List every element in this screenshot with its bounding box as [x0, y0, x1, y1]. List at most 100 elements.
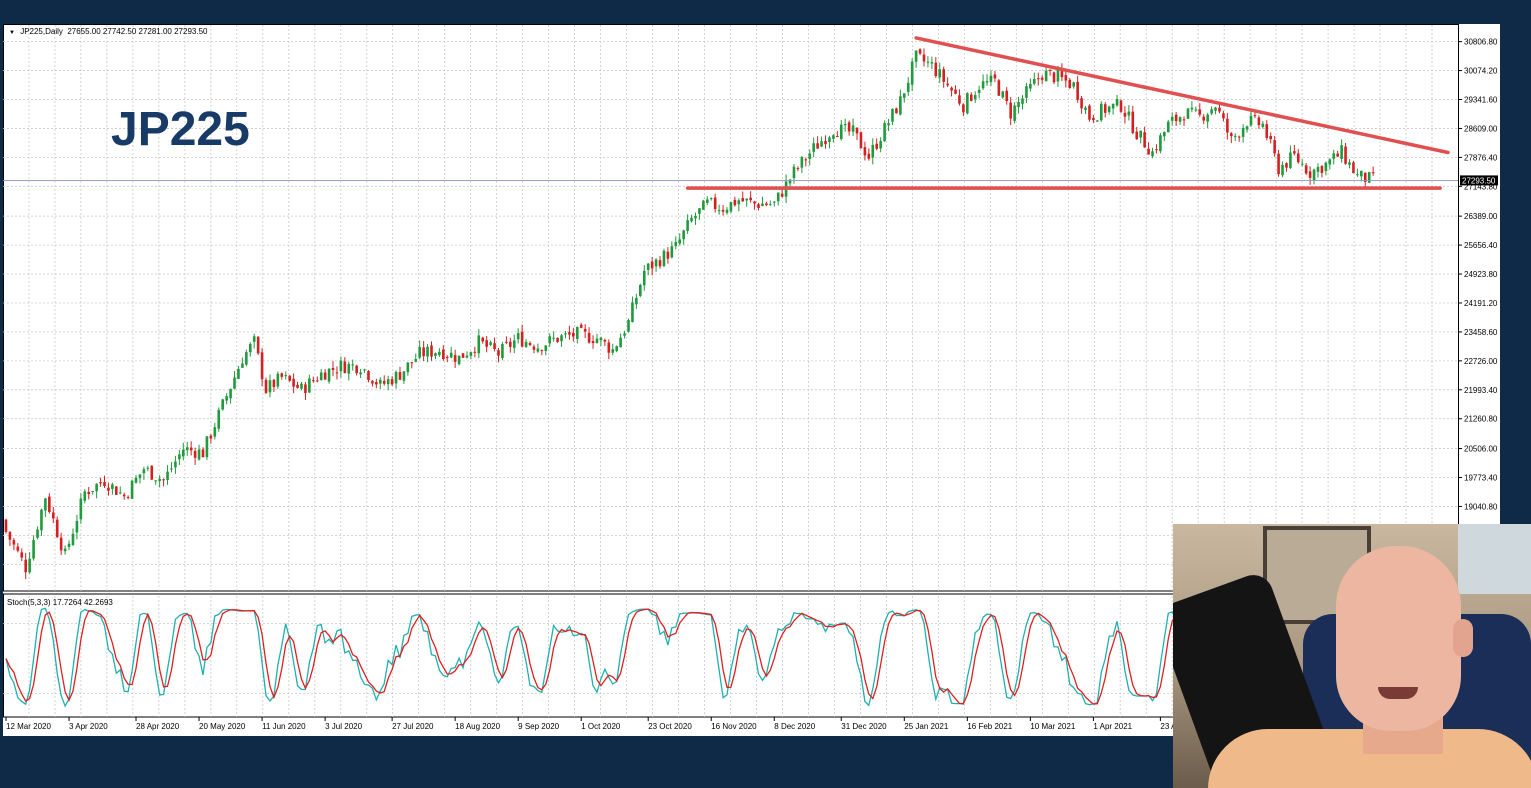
candle-body [548, 336, 552, 344]
candle-body [205, 436, 209, 458]
y-tick-label: 28609.00 [1464, 124, 1498, 133]
candle-body [1048, 69, 1052, 72]
candle-body [1151, 151, 1154, 157]
candle-body [816, 143, 819, 149]
candle-body [1222, 113, 1225, 119]
candle-body [1249, 115, 1253, 126]
candle-body [769, 204, 772, 206]
candle-body [1348, 162, 1351, 165]
candle-body [40, 509, 43, 531]
candle-body [922, 54, 926, 62]
candle-body [690, 217, 693, 222]
candle-body [189, 447, 193, 451]
webcam-mouth [1378, 687, 1418, 699]
candle-body [201, 449, 205, 458]
candle-body [1107, 106, 1111, 113]
candle-body [1166, 121, 1170, 133]
candle-body [390, 379, 394, 385]
candle-body [1159, 135, 1162, 152]
candle-body [682, 230, 685, 240]
candle-body [599, 337, 603, 341]
x-tick-label: 20 May 2020 [199, 722, 246, 731]
candle-body [918, 49, 922, 54]
x-tick-label: 25 Jan 2021 [904, 722, 949, 731]
candle-body [445, 356, 449, 358]
candle-body [327, 368, 331, 382]
candle-body [351, 364, 355, 366]
y-tick-label: 26389.00 [1464, 212, 1498, 221]
webcam-face [1336, 546, 1461, 731]
candle-body [1316, 167, 1320, 172]
candle-body [122, 494, 126, 497]
candle-body [1233, 135, 1237, 137]
candle-body [1186, 108, 1190, 119]
candle-body [138, 474, 142, 479]
candle-body [910, 61, 914, 85]
candle-body [1257, 117, 1261, 126]
candle-body [662, 250, 666, 266]
candle-body [382, 380, 386, 384]
candle-body [851, 125, 855, 132]
candle-body [414, 358, 418, 362]
candle-body [276, 373, 280, 387]
candle-body [1178, 117, 1182, 122]
candle-body [107, 487, 110, 491]
candle-body [938, 69, 942, 78]
candle-body [185, 447, 189, 451]
candle-body [1139, 130, 1142, 138]
candle-body [1076, 81, 1079, 100]
y-tick-label: 19040.80 [1464, 502, 1498, 511]
candle-body [741, 198, 745, 202]
candle-body [509, 341, 512, 347]
candle-body [698, 208, 701, 214]
candle-body [966, 93, 969, 114]
dropdown-triangle-icon[interactable]: ▼ [9, 30, 15, 36]
candle-body [241, 363, 244, 368]
candle-body [883, 122, 886, 142]
candle-body [461, 353, 465, 358]
candle-body [528, 342, 532, 346]
candle-body [426, 346, 429, 357]
candle-body [1131, 111, 1135, 133]
candle-body [1293, 151, 1296, 154]
candle-body [1064, 75, 1068, 81]
candle-body [761, 203, 764, 207]
candle-body [264, 379, 268, 393]
candle-body [434, 353, 437, 356]
candle-body [304, 384, 307, 394]
candle-body [1135, 131, 1139, 140]
candle-body [1344, 146, 1347, 164]
candle-body [867, 153, 871, 159]
candle-body [832, 135, 835, 139]
candle-body [512, 340, 516, 348]
x-tick-label: 23 Oct 2020 [648, 722, 692, 731]
candle-body [359, 372, 362, 375]
candle-body [1092, 117, 1095, 121]
candle-body [1214, 107, 1217, 111]
x-tick-label: 9 Sep 2020 [518, 722, 559, 731]
y-tick-label: 21260.80 [1464, 415, 1498, 424]
candle-body [962, 104, 965, 113]
candle-body [946, 83, 949, 86]
candle-body [871, 144, 875, 158]
candle-body [363, 369, 366, 371]
candle-body [1096, 120, 1099, 122]
candle-body [733, 199, 737, 206]
candle-body [772, 201, 776, 203]
candle-body [497, 350, 500, 356]
candle-body [378, 379, 382, 384]
candle-body [560, 335, 563, 342]
candle-body [906, 82, 910, 92]
y-tick-label: 27143.80 [1464, 182, 1498, 191]
candle-body [343, 361, 347, 374]
candle-body [95, 483, 98, 492]
candle-body [749, 197, 752, 201]
candle-body [51, 512, 55, 519]
candle-body [36, 529, 39, 538]
candle-body [887, 123, 890, 126]
x-tick-label: 18 Aug 2020 [455, 722, 500, 731]
candle-body [556, 337, 559, 342]
candle-body [713, 197, 717, 209]
current-price-tag [1460, 175, 1498, 186]
candle-body [178, 454, 181, 460]
